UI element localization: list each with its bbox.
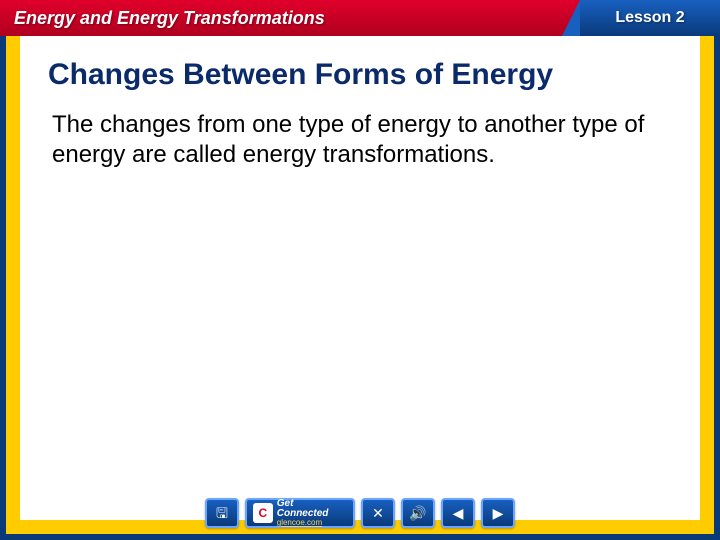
bottom-nav: 🖫 C Get Connected glencoe.com ✕ 🔊 ◀ ▶	[0, 492, 720, 534]
slide: Energy and Energy Transformations Lesson…	[0, 0, 720, 540]
content-area: Changes Between Forms of Energy The chan…	[40, 52, 680, 480]
prev-button[interactable]: ◀	[441, 498, 475, 528]
slide-body-text: The changes from one type of energy to a…	[52, 110, 680, 170]
get-connected-button[interactable]: C Get Connected glencoe.com	[245, 498, 355, 528]
save-button[interactable]: 🖫	[205, 498, 239, 528]
save-icon: 🖫	[216, 506, 228, 520]
connect-title: Get Connected	[277, 499, 347, 519]
connect-text: Get Connected glencoe.com	[277, 499, 347, 527]
close-button[interactable]: ✕	[361, 498, 395, 528]
lesson-label: Lesson 2	[615, 9, 684, 27]
connect-badge-icon: C	[253, 503, 273, 523]
close-icon: ✕	[372, 506, 384, 520]
header-left: Energy and Energy Transformations	[0, 0, 580, 36]
sound-button[interactable]: 🔊	[401, 498, 435, 528]
chapter-title: Energy and Energy Transformations	[14, 8, 325, 29]
next-button[interactable]: ▶	[481, 498, 515, 528]
connect-link: glencoe.com	[277, 519, 347, 527]
sound-icon: 🔊	[409, 506, 426, 520]
prev-icon: ◀	[453, 506, 464, 520]
next-icon: ▶	[493, 506, 504, 520]
header-bar: Energy and Energy Transformations Lesson…	[0, 0, 720, 36]
slide-heading: Changes Between Forms of Energy	[48, 58, 680, 92]
lesson-tab: Lesson 2	[580, 0, 720, 36]
